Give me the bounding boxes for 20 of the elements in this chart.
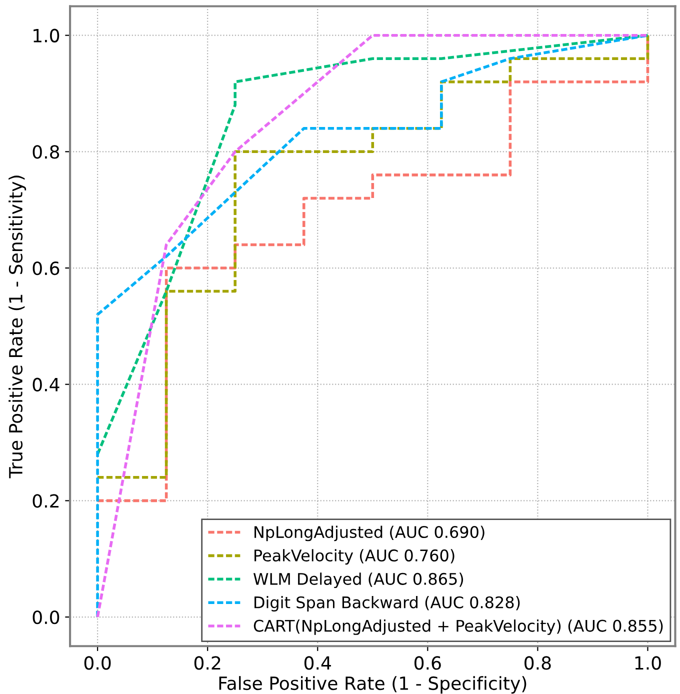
x-tick-label: 0.2 [194,656,220,670]
y-tick-label: 0.4 [32,378,60,392]
x-tick-label: 0.6 [414,656,441,670]
y-tick-label: 0.8 [32,145,60,159]
legend-label: CART(NpLongAdjusted + PeakVelocity) (AUC 0.855) [254,619,663,635]
x-tick-label: 0.4 [304,656,331,670]
y-tick-label: 0.0 [32,610,60,624]
y-axis-title: True Positive Rate (1 - Sensitivity) [8,176,26,478]
line-series [96,34,650,618]
x-axis-title: False Positive Rate (1 - Specificity) [219,676,526,694]
y-tick-label: 0.2 [32,494,59,508]
legend-label: NpLongAdjusted (AUC 0.690) [254,526,484,542]
x-tick-label: 0.8 [524,656,551,670]
x-tick-label: 1.0 [635,656,661,670]
legend-label: WLM Delayed (AUC 0.865) [253,572,464,588]
y-tick-label: 1.0 [34,28,60,42]
x-tick-label: 0.0 [84,656,111,670]
y-tick-label: 0.6 [32,261,60,276]
legend-label: PeakVelocity (AUC 0.760) [254,549,454,565]
legend-label: Digit Span Backward (AUC 0.828) [254,596,520,612]
